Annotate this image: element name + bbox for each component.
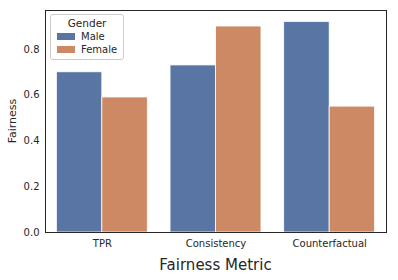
svg-text:Consistency: Consistency [186,238,247,249]
svg-text:0.4: 0.4 [24,135,40,146]
html-text:Male: Male [81,31,105,42]
html-text:Fairness Metric: Fairness Metric [159,256,272,274]
svg-text:Counterfactual: Counterfactual [293,238,367,249]
html-text:Fairness: Fairness [5,98,19,144]
svg-text:0.2: 0.2 [24,181,40,192]
html-text:Gender: Gender [67,17,107,29]
svg-text:0.6: 0.6 [24,89,40,100]
html-text:Female: Female [81,44,118,55]
svg-text:0.8: 0.8 [24,44,40,55]
svg-text:TPR: TPR [92,238,112,249]
svg-text:0.0: 0.0 [24,227,40,238]
